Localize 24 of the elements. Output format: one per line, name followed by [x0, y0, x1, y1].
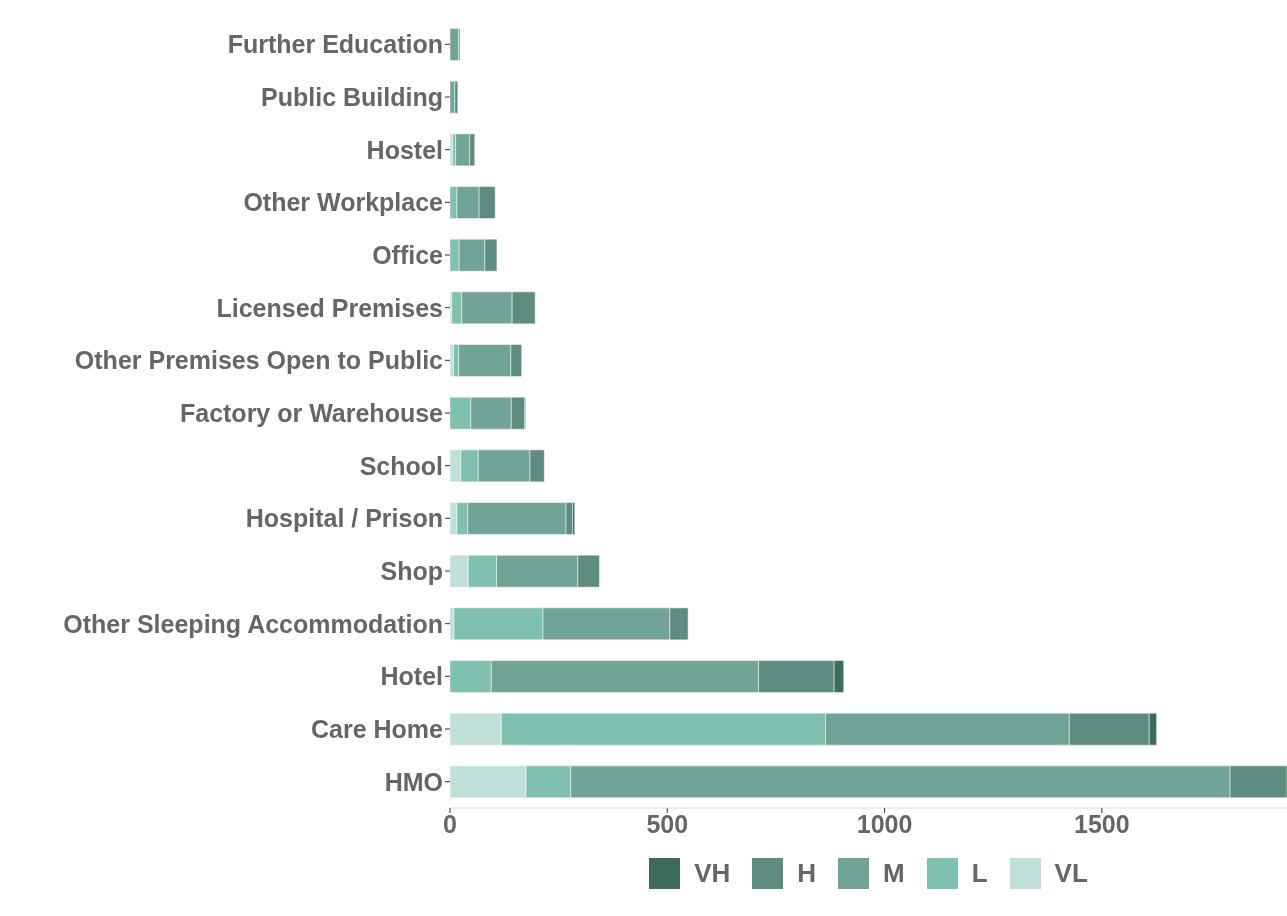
legend-label: VL — [1054, 858, 1088, 889]
y-tick-label: Care Home — [311, 714, 444, 743]
y-tick-label: Shop — [380, 556, 443, 585]
y-tick-label: Other Workplace — [243, 188, 444, 217]
y-tick-label: Hospital / Prison — [245, 504, 443, 533]
y-tick-label: Further Education — [227, 30, 443, 59]
legend-label: M — [883, 858, 905, 889]
legend-label: VH — [694, 858, 731, 889]
legend-label: H — [797, 858, 817, 889]
y-tick-label: Office — [372, 240, 444, 269]
x-tick-label: 500 — [646, 809, 689, 838]
x-tick-label: 1000 — [856, 809, 913, 838]
y-tick-label: Licensed Premises — [216, 293, 443, 322]
y-tick-label: Public Building — [261, 82, 443, 111]
y-tick-label: Other Sleeping Accommodation — [63, 609, 443, 638]
y-tick-label: HMO — [384, 767, 443, 796]
y-tick-label: Hotel — [380, 662, 443, 691]
y-tick-label: School — [359, 451, 443, 480]
x-tick-label: 0 — [443, 809, 457, 838]
y-tick-label: Hostel — [366, 135, 443, 164]
x-tick-label: 1500 — [1074, 809, 1130, 838]
y-tick-label: Other Premises Open to Public — [74, 346, 444, 375]
y-tick-label: Factory or Warehouse — [179, 398, 444, 427]
legend-label: L — [971, 858, 988, 889]
